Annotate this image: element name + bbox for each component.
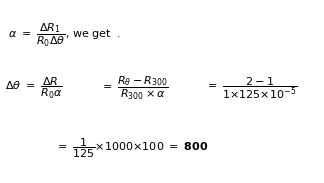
Text: $= \ \dfrac{R_\theta - R_{300}}{R_{300} \times \alpha}$: $= \ \dfrac{R_\theta - R_{300}}{R_{300} … xyxy=(100,74,168,102)
Text: $= \ \dfrac{1}{125}{\times}1000{\times}100 \ = \ \mathbf{800}$: $= \ \dfrac{1}{125}{\times}1000{\times}1… xyxy=(55,136,209,160)
Text: $\alpha \ = \ \dfrac{\Delta R_1}{R_0 \Delta\theta}$, we get  .: $\alpha \ = \ \dfrac{\Delta R_1}{R_0 \De… xyxy=(8,21,121,48)
Text: $\Delta\theta \ = \ \dfrac{\Delta R}{R_0\alpha}$: $\Delta\theta \ = \ \dfrac{\Delta R}{R_0… xyxy=(5,75,63,101)
Text: $= \ \dfrac{2 - 1}{1{\times}125{\times}10^{-5}}$: $= \ \dfrac{2 - 1}{1{\times}125{\times}1… xyxy=(205,75,297,101)
